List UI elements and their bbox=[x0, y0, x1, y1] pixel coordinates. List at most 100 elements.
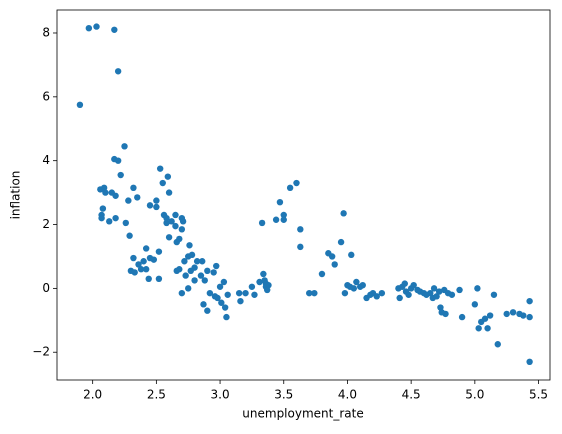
point bbox=[117, 171, 124, 179]
point bbox=[146, 202, 154, 209]
point bbox=[155, 275, 163, 283]
point bbox=[114, 157, 122, 164]
point bbox=[276, 198, 284, 206]
x-axis-label: unemployment_rate bbox=[242, 407, 363, 421]
point bbox=[134, 194, 141, 201]
point bbox=[112, 192, 119, 199]
point bbox=[121, 143, 128, 150]
point bbox=[112, 214, 119, 222]
point bbox=[185, 285, 192, 292]
point bbox=[378, 289, 386, 297]
y-tick-label: −2 bbox=[32, 345, 50, 359]
point bbox=[181, 258, 188, 265]
point bbox=[206, 289, 214, 297]
point bbox=[111, 26, 118, 33]
x-tick-label: 5.0 bbox=[465, 388, 484, 402]
point bbox=[137, 266, 145, 273]
point bbox=[153, 203, 160, 211]
point bbox=[130, 254, 137, 262]
point bbox=[135, 261, 142, 268]
point bbox=[293, 179, 300, 187]
point bbox=[474, 285, 481, 292]
point bbox=[262, 280, 270, 287]
point bbox=[331, 261, 338, 268]
point bbox=[433, 293, 440, 300]
point bbox=[448, 291, 456, 298]
point bbox=[456, 286, 463, 294]
point bbox=[182, 272, 189, 279]
x-tick-label: 3.0 bbox=[211, 388, 230, 402]
point bbox=[442, 310, 449, 318]
point bbox=[306, 289, 313, 297]
point bbox=[125, 197, 132, 204]
point bbox=[204, 267, 211, 275]
point bbox=[142, 266, 150, 273]
point bbox=[126, 232, 133, 239]
point bbox=[490, 291, 498, 298]
point bbox=[221, 304, 229, 311]
point bbox=[122, 219, 129, 227]
point bbox=[153, 197, 160, 204]
point bbox=[213, 262, 220, 270]
point bbox=[210, 269, 217, 276]
point bbox=[350, 285, 358, 292]
point bbox=[155, 248, 163, 255]
x-tick-label: 4.5 bbox=[402, 388, 421, 402]
point bbox=[256, 278, 263, 286]
point bbox=[484, 325, 491, 332]
x-tick-label: 4.0 bbox=[338, 388, 357, 402]
point bbox=[191, 264, 198, 271]
point bbox=[218, 299, 225, 306]
point bbox=[435, 288, 443, 295]
point bbox=[100, 184, 108, 192]
point bbox=[191, 277, 198, 284]
point bbox=[163, 219, 170, 227]
point bbox=[242, 289, 249, 297]
point bbox=[159, 179, 166, 187]
point bbox=[131, 269, 138, 276]
point bbox=[509, 309, 517, 316]
point bbox=[373, 293, 380, 300]
point bbox=[176, 266, 183, 273]
point bbox=[340, 210, 347, 217]
point bbox=[99, 205, 107, 212]
point bbox=[164, 173, 172, 180]
point bbox=[251, 291, 258, 298]
point bbox=[280, 216, 287, 223]
point bbox=[318, 270, 326, 278]
point bbox=[201, 277, 208, 284]
y-axis-label: inflation bbox=[9, 171, 23, 220]
point bbox=[471, 301, 479, 308]
point bbox=[172, 222, 179, 230]
point bbox=[280, 211, 287, 219]
point bbox=[214, 294, 221, 302]
point bbox=[430, 285, 438, 292]
point bbox=[526, 297, 533, 305]
x-tick-label: 3.5 bbox=[274, 388, 293, 402]
point bbox=[216, 283, 224, 290]
point bbox=[163, 214, 170, 222]
point bbox=[427, 289, 434, 297]
point bbox=[258, 219, 266, 227]
point bbox=[475, 325, 482, 332]
point bbox=[486, 312, 494, 319]
point bbox=[220, 278, 228, 286]
point bbox=[503, 310, 510, 318]
point bbox=[520, 312, 527, 319]
point bbox=[204, 307, 211, 314]
point bbox=[359, 281, 366, 289]
point bbox=[348, 251, 355, 259]
point bbox=[98, 214, 105, 222]
point bbox=[140, 258, 147, 265]
point bbox=[186, 242, 193, 249]
point bbox=[199, 258, 206, 265]
point bbox=[172, 211, 179, 219]
point bbox=[526, 358, 533, 366]
point bbox=[260, 270, 267, 278]
point bbox=[437, 304, 444, 311]
point bbox=[76, 101, 84, 109]
point bbox=[396, 294, 403, 302]
point bbox=[150, 256, 158, 263]
point bbox=[102, 189, 109, 196]
